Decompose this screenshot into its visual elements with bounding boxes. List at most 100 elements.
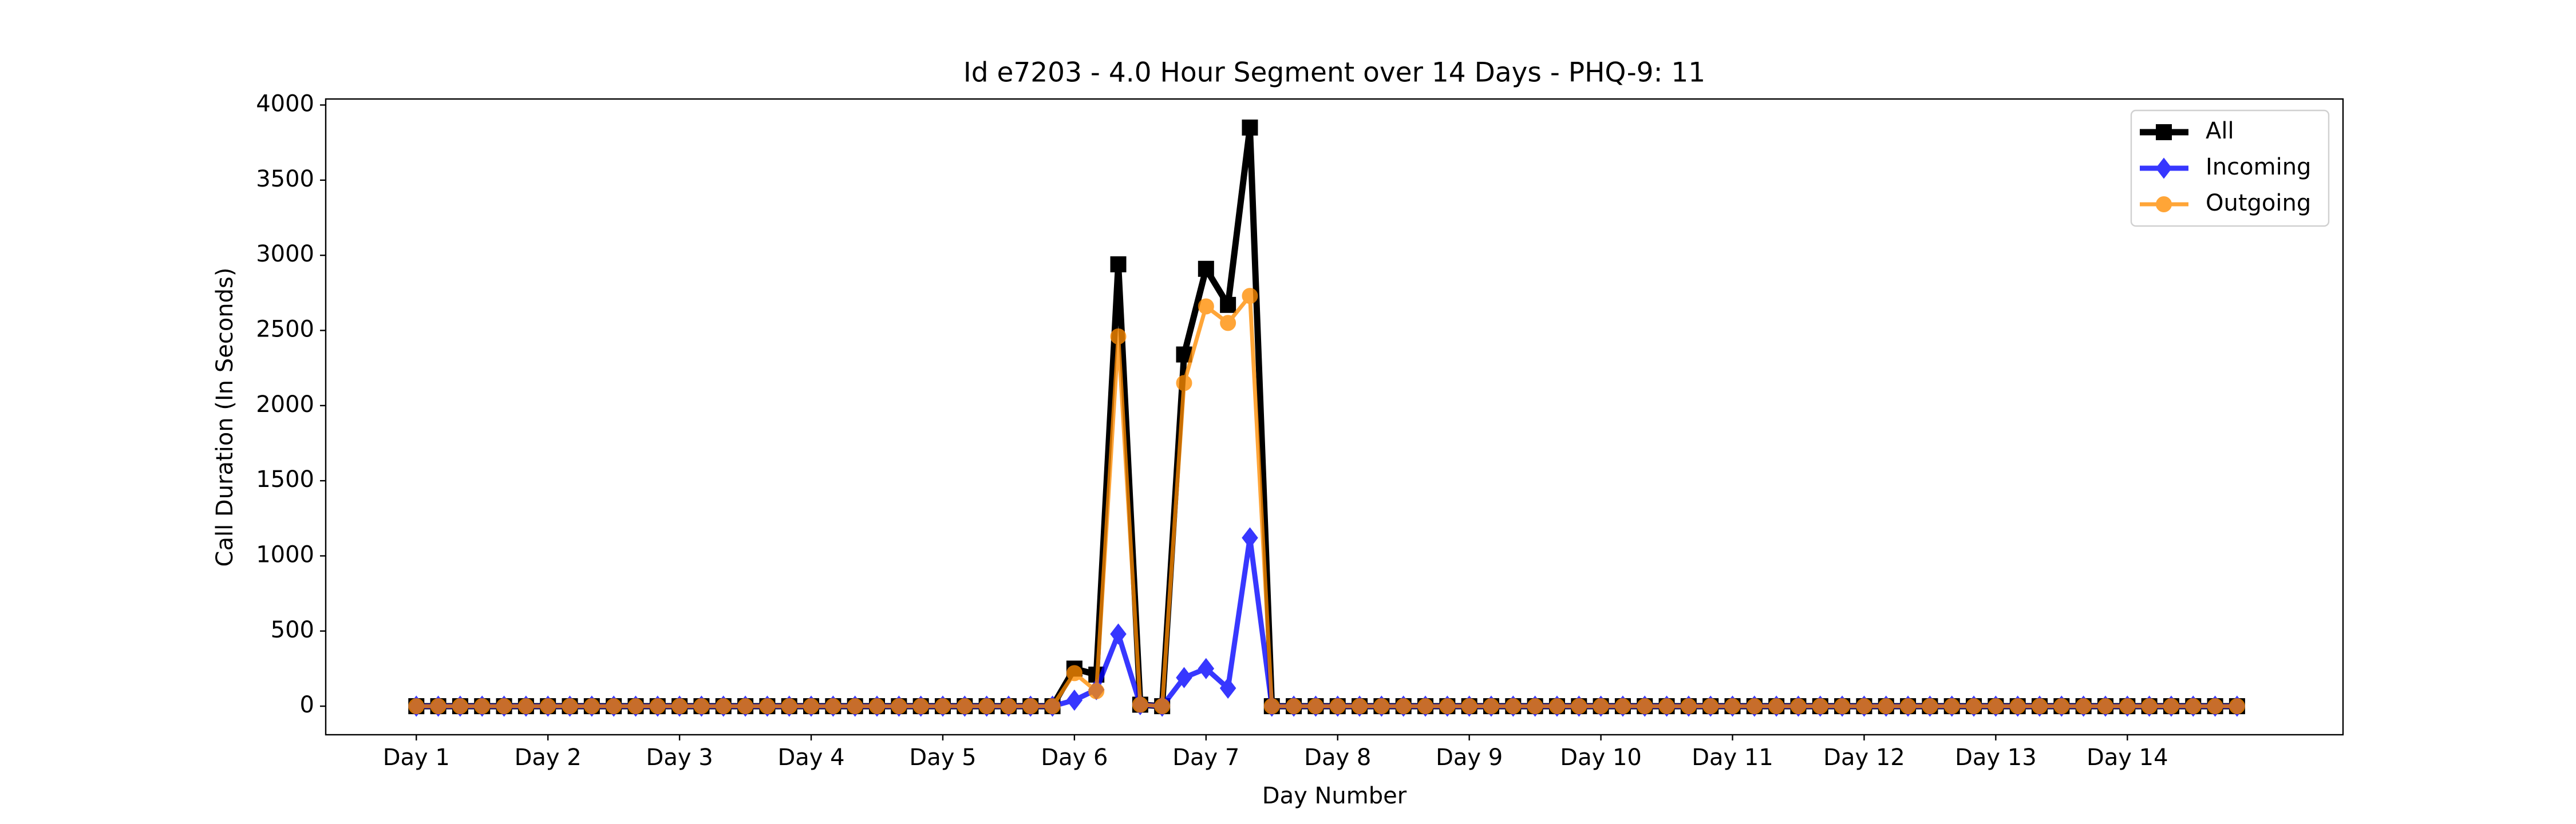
series-marker: [715, 698, 732, 715]
series-marker: [1286, 698, 1302, 715]
series-marker: [1724, 698, 1741, 715]
y-tick-label: 4000: [256, 91, 314, 117]
y-tick-label: 2000: [256, 391, 314, 418]
series-marker: [1395, 698, 1412, 715]
series-marker: [408, 698, 425, 715]
y-tick-label: 0: [300, 692, 314, 718]
series-marker: [1220, 296, 1236, 313]
series-marker: [2097, 698, 2113, 715]
series-marker: [957, 698, 973, 715]
series-marker: [562, 698, 578, 715]
series-marker: [1000, 698, 1017, 715]
series-marker: [869, 698, 886, 715]
series-marker: [1110, 623, 1127, 645]
series-marker: [1220, 315, 1236, 331]
series-marker: [1417, 698, 1434, 715]
series-marker: [803, 698, 820, 715]
series-marker: [693, 698, 710, 715]
series-marker: [1637, 698, 1653, 715]
y-axis-label: Call Duration (In Seconds): [212, 268, 238, 567]
series-marker: [452, 698, 468, 715]
series-marker: [2185, 698, 2202, 715]
series-marker: [1242, 288, 1258, 304]
x-tick-label: Day 6: [1041, 744, 1108, 771]
legend-marker: [2156, 196, 2172, 212]
series-marker: [1571, 698, 1587, 715]
series-marker: [649, 698, 666, 715]
series-marker: [1834, 698, 1851, 715]
legend-marker: [2156, 124, 2172, 140]
series-marker: [627, 698, 644, 715]
series-marker: [2032, 698, 2048, 715]
series-marker: [1790, 698, 1807, 715]
x-tick-label: Day 8: [1304, 744, 1371, 771]
y-tick-label: 2500: [256, 316, 314, 342]
series-marker: [1461, 698, 1477, 715]
series-marker: [1966, 698, 1982, 715]
legend-item: [2140, 157, 2188, 179]
legend-label: Incoming: [2206, 154, 2311, 180]
series-marker: [1900, 698, 1917, 715]
series-marker: [1373, 698, 1390, 715]
series-marker: [781, 698, 797, 715]
series-marker: [606, 698, 622, 715]
series-marker: [583, 698, 600, 715]
series-marker: [1242, 119, 1258, 136]
series-marker: [1812, 698, 1828, 715]
series-marker: [1988, 698, 2004, 715]
series-marker: [1527, 698, 1543, 715]
series-marker: [847, 698, 863, 715]
series-marker: [2163, 698, 2179, 715]
chart-title: Id e7203 - 4.0 Hour Segment over 14 Days…: [963, 57, 1705, 89]
series-marker: [1198, 657, 1215, 679]
series-marker: [1154, 698, 1171, 715]
series-marker: [1702, 698, 1719, 715]
x-tick-label: Day 4: [777, 744, 844, 771]
series-marker: [1132, 696, 1148, 713]
y-tick-label: 500: [271, 617, 314, 643]
series-marker: [671, 698, 688, 715]
series-marker: [1198, 260, 1214, 277]
series-marker: [1022, 698, 1039, 715]
x-tick-label: Day 9: [1436, 744, 1503, 771]
series-marker: [825, 698, 841, 715]
series-marker: [1352, 698, 1368, 715]
series-marker: [1856, 698, 1872, 715]
series-marker: [1176, 667, 1192, 688]
y-tick-label: 3500: [256, 166, 314, 192]
x-tick-label: Day 14: [2087, 744, 2168, 771]
series-marker: [474, 698, 491, 715]
x-tick-label: Day 2: [515, 744, 582, 771]
x-tick-label: Day 7: [1172, 744, 1239, 771]
series-marker: [1198, 298, 1214, 315]
legend-box: [2130, 109, 2330, 227]
series-marker: [1263, 698, 1280, 715]
series-marker: [1658, 698, 1675, 715]
series: [408, 119, 2245, 715]
series-marker: [1307, 698, 1324, 715]
x-tick-label: Day 1: [383, 744, 450, 771]
series-marker: [1768, 698, 1785, 715]
series-marker: [1680, 698, 1697, 715]
series-marker: [2229, 698, 2245, 715]
series-marker: [934, 698, 951, 715]
legend-marker: [2155, 157, 2172, 179]
series-marker: [2119, 698, 2136, 715]
series-marker: [1593, 698, 1609, 715]
series-marker: [1219, 678, 1236, 699]
x-axis-label: Day Number: [1262, 783, 1407, 809]
series-marker: [1088, 683, 1105, 699]
series-marker: [1066, 665, 1082, 682]
series-marker: [1066, 690, 1083, 711]
series-marker: [1176, 375, 1192, 391]
series-marker: [1746, 698, 1763, 715]
series-line: [416, 535, 2237, 709]
series-marker: [2009, 698, 2026, 715]
series-marker: [1922, 698, 1938, 715]
series-line: [416, 124, 2237, 710]
series-marker: [1439, 698, 1456, 715]
series-marker: [540, 698, 556, 715]
series-marker: [1110, 256, 1127, 272]
series-marker: [912, 698, 929, 715]
